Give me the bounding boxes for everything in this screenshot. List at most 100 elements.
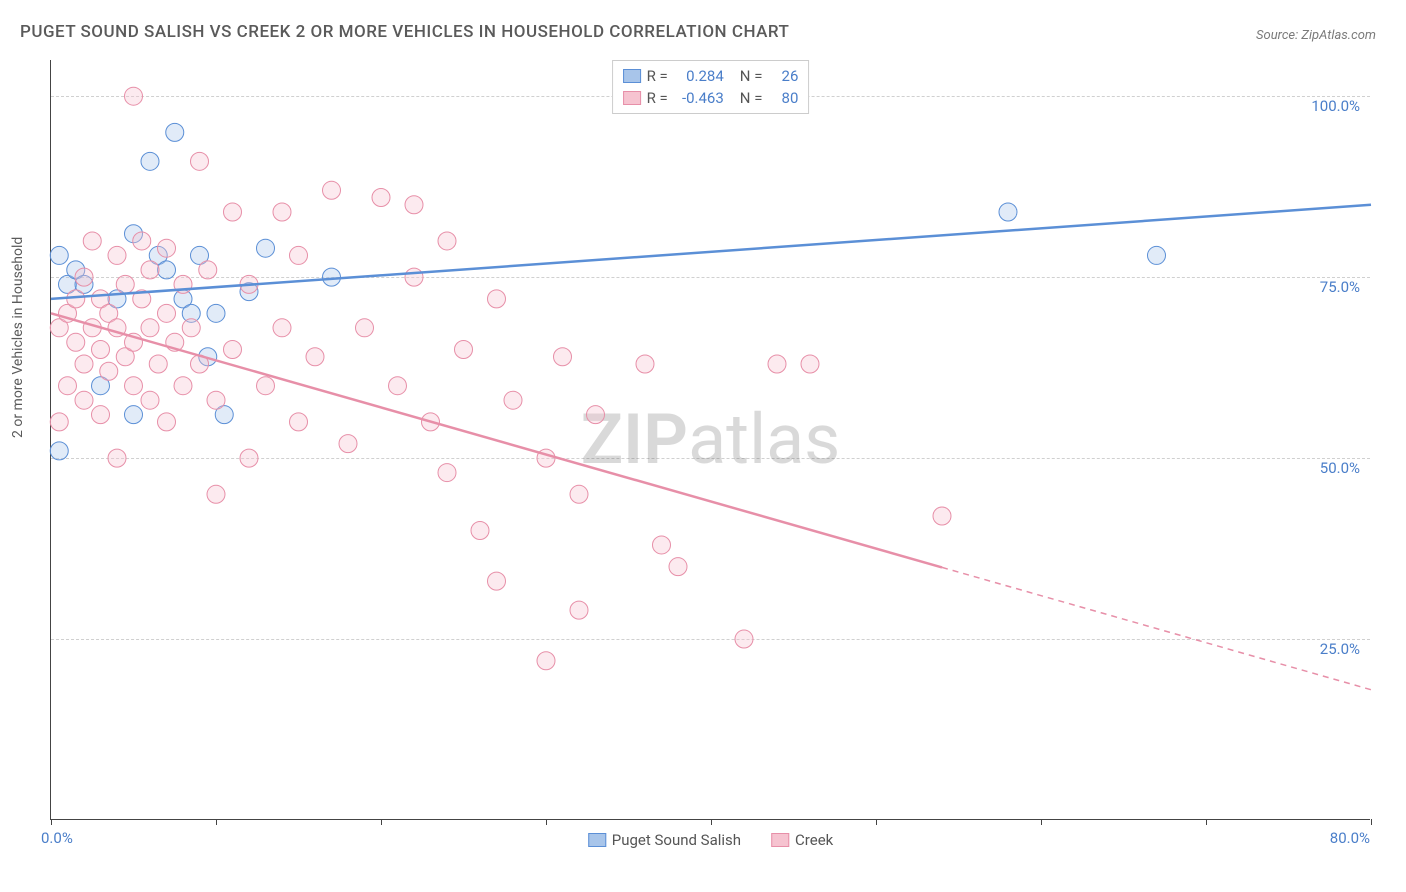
n-label: N = bbox=[740, 89, 763, 107]
n-value: 26 bbox=[768, 67, 798, 85]
data-point bbox=[100, 362, 118, 380]
r-value: 0.284 bbox=[674, 67, 724, 85]
stats-row: R = 0.284 N = 26 bbox=[623, 65, 799, 87]
data-point bbox=[405, 196, 423, 214]
data-point bbox=[933, 507, 951, 525]
data-point bbox=[554, 348, 572, 366]
legend-swatch bbox=[623, 69, 641, 83]
x-tick bbox=[1206, 819, 1207, 825]
data-point bbox=[768, 355, 786, 373]
data-point bbox=[438, 232, 456, 250]
data-point bbox=[257, 239, 275, 257]
data-point bbox=[224, 341, 242, 359]
data-point bbox=[488, 290, 506, 308]
x-axis-max-label: 80.0% bbox=[1330, 829, 1370, 847]
data-point bbox=[290, 413, 308, 431]
x-tick bbox=[1371, 819, 1372, 825]
data-point bbox=[108, 449, 126, 467]
x-tick bbox=[711, 819, 712, 825]
source-attribution: Source: ZipAtlas.com bbox=[1256, 28, 1376, 43]
data-point bbox=[290, 246, 308, 264]
legend-swatch bbox=[771, 833, 789, 847]
data-point bbox=[92, 341, 110, 359]
data-point bbox=[636, 355, 654, 373]
data-point bbox=[116, 275, 134, 293]
data-point bbox=[438, 464, 456, 482]
data-point bbox=[1148, 246, 1166, 264]
data-point bbox=[570, 485, 588, 503]
data-point bbox=[471, 521, 489, 539]
data-point bbox=[191, 152, 209, 170]
chart-title: PUGET SOUND SALISH VS CREEK 2 OR MORE VE… bbox=[20, 22, 789, 42]
data-point bbox=[50, 413, 68, 431]
x-tick bbox=[216, 819, 217, 825]
x-tick bbox=[381, 819, 382, 825]
r-value: -0.463 bbox=[674, 89, 724, 107]
data-point bbox=[224, 203, 242, 221]
data-point bbox=[125, 406, 143, 424]
data-point bbox=[389, 377, 407, 395]
data-point bbox=[207, 304, 225, 322]
legend-label: Puget Sound Salish bbox=[612, 831, 741, 849]
data-point bbox=[158, 261, 176, 279]
data-point bbox=[537, 652, 555, 670]
x-tick bbox=[546, 819, 547, 825]
legend-label: Creek bbox=[795, 831, 833, 849]
x-axis-min-label: 0.0% bbox=[41, 829, 73, 847]
data-point bbox=[141, 391, 159, 409]
data-point bbox=[59, 377, 77, 395]
data-point bbox=[75, 268, 93, 286]
data-point bbox=[273, 203, 291, 221]
regression-line-dashed bbox=[942, 567, 1371, 689]
data-point bbox=[372, 189, 390, 207]
data-point bbox=[166, 123, 184, 141]
data-point bbox=[339, 435, 357, 453]
data-point bbox=[133, 232, 151, 250]
regression-line bbox=[51, 313, 942, 567]
data-point bbox=[125, 377, 143, 395]
x-tick bbox=[1041, 819, 1042, 825]
data-point bbox=[199, 261, 217, 279]
data-point bbox=[455, 341, 473, 359]
chart-container: PUGET SOUND SALISH VS CREEK 2 OR MORE VE… bbox=[0, 0, 1406, 892]
data-point bbox=[405, 268, 423, 286]
data-point bbox=[158, 304, 176, 322]
data-point bbox=[306, 348, 324, 366]
data-point bbox=[587, 406, 605, 424]
x-tick bbox=[51, 819, 52, 825]
data-point bbox=[207, 485, 225, 503]
data-point bbox=[149, 355, 167, 373]
data-point bbox=[50, 442, 68, 460]
data-point bbox=[141, 261, 159, 279]
r-label: R = bbox=[647, 67, 668, 85]
data-point bbox=[141, 319, 159, 337]
data-point bbox=[83, 232, 101, 250]
data-point bbox=[75, 355, 93, 373]
n-value: 80 bbox=[768, 89, 798, 107]
n-label: N = bbox=[740, 67, 763, 85]
data-point bbox=[158, 239, 176, 257]
regression-line bbox=[51, 205, 1371, 299]
data-point bbox=[999, 203, 1017, 221]
data-point bbox=[735, 630, 753, 648]
y-axis-label: 2 or more Vehicles in Household bbox=[10, 237, 26, 438]
series-legend: Puget Sound Salish Creek bbox=[588, 831, 834, 849]
data-point bbox=[323, 181, 341, 199]
data-point bbox=[356, 319, 374, 337]
correlation-stats-legend: R = 0.284 N = 26 R = -0.463 N = 80 bbox=[612, 60, 810, 114]
data-point bbox=[504, 391, 522, 409]
data-point bbox=[182, 319, 200, 337]
data-point bbox=[174, 377, 192, 395]
data-point bbox=[273, 319, 291, 337]
data-point bbox=[75, 391, 93, 409]
r-label: R = bbox=[647, 89, 668, 107]
legend-item: Creek bbox=[771, 831, 833, 849]
data-point bbox=[158, 413, 176, 431]
data-point bbox=[240, 449, 258, 467]
legend-swatch bbox=[588, 833, 606, 847]
scatter-plot-svg bbox=[51, 60, 1370, 819]
data-point bbox=[207, 391, 225, 409]
legend-item: Puget Sound Salish bbox=[588, 831, 741, 849]
data-point bbox=[323, 268, 341, 286]
data-point bbox=[488, 572, 506, 590]
